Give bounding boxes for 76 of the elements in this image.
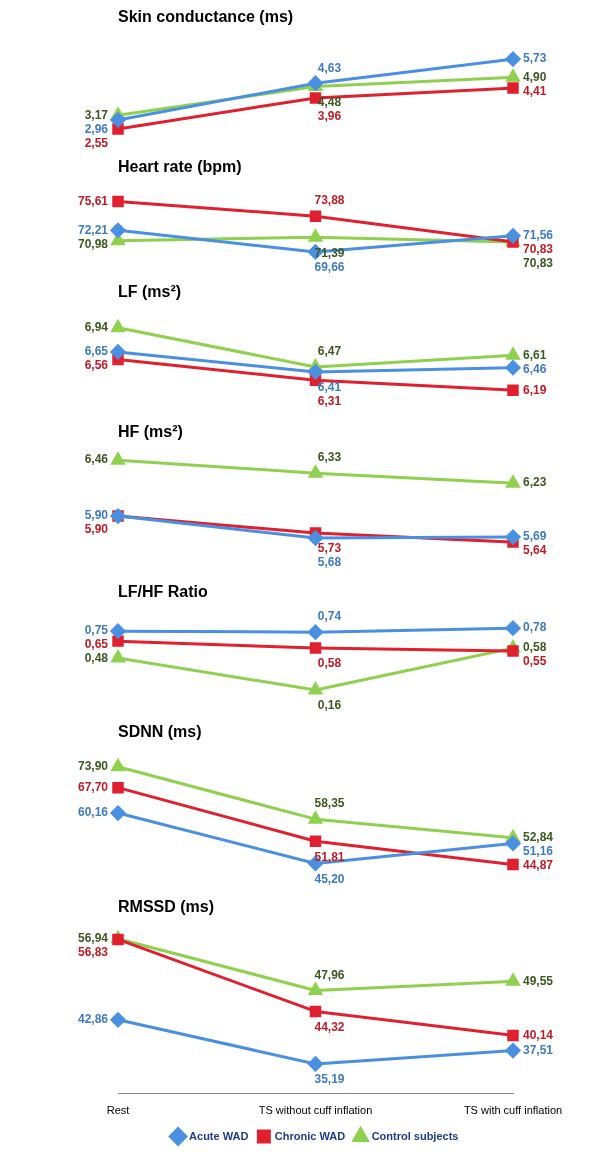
data-label: 44,32 — [314, 1019, 345, 1034]
data-label: 51,16 — [523, 844, 554, 859]
data-label: 72,21 — [77, 222, 109, 237]
data-label: 75,61 — [77, 193, 109, 208]
data-label: 5,90 — [84, 508, 109, 523]
chart-title: LF (ms²) — [118, 283, 182, 301]
data-label: 0,75 — [84, 623, 109, 638]
data-label: 44,87 — [523, 858, 554, 873]
data-label: 6,47 — [317, 344, 342, 359]
data-label: 0,48 — [84, 651, 109, 666]
data-label: 6,65 — [84, 344, 109, 359]
data-label: 3,17 — [84, 107, 109, 122]
data-label: 3,96 — [317, 108, 342, 123]
x-tick-label: TS without cuff inflation — [258, 1104, 373, 1117]
data-label: 0,74 — [317, 609, 342, 624]
data-label: 45,20 — [314, 871, 345, 886]
data-label: 35,19 — [314, 1072, 345, 1087]
data-label: 60,16 — [77, 805, 109, 820]
data-label: 6,56 — [84, 358, 109, 373]
data-label: 6,46 — [84, 452, 109, 467]
legend-label: Control subjects — [371, 1129, 459, 1142]
chart-title: Heart rate (bpm) — [118, 158, 242, 176]
data-label: 56,83 — [77, 945, 109, 960]
data-label: 52,84 — [523, 830, 554, 845]
data-label: 70,83 — [523, 242, 554, 257]
data-label: 37,51 — [523, 1042, 554, 1057]
chart-title: RMSSD (ms) — [118, 898, 215, 916]
data-label: 0,78 — [523, 620, 547, 635]
data-label: 58,35 — [314, 796, 345, 811]
data-label: 4,90 — [523, 69, 547, 84]
data-label: 5,73 — [317, 541, 342, 556]
data-label: 5,68 — [317, 555, 342, 570]
data-label: 6,23 — [523, 475, 547, 490]
data-label: 0,65 — [84, 637, 109, 652]
data-label: 5,90 — [84, 522, 109, 537]
data-label: 56,94 — [77, 931, 109, 946]
data-label: 49,55 — [523, 973, 554, 988]
data-label: 70,98 — [77, 236, 109, 251]
data-label: 73,88 — [314, 193, 345, 208]
x-tick-label: Rest — [106, 1104, 130, 1117]
data-label: 67,70 — [77, 779, 109, 794]
data-label: 0,16 — [317, 698, 342, 713]
x-tick-label: TS with cuff inflation — [463, 1104, 563, 1117]
data-label: 70,83 — [523, 256, 554, 271]
data-label: 2,96 — [84, 121, 109, 136]
data-label: 0,58 — [523, 640, 547, 655]
chart-title: HF (ms²) — [118, 423, 183, 441]
data-label: 6,94 — [84, 320, 109, 335]
data-label: 0,55 — [523, 654, 547, 669]
data-label: 69,66 — [314, 260, 345, 275]
data-label: 5,73 — [523, 51, 547, 66]
data-label: 73,90 — [77, 759, 109, 774]
data-label: 6,61 — [523, 347, 547, 362]
data-label: 5,69 — [523, 529, 547, 544]
data-label: 6,19 — [523, 382, 547, 397]
data-label: 0,58 — [317, 656, 342, 671]
data-label: 42,86 — [77, 1012, 109, 1027]
data-label: 71,39 — [314, 245, 345, 260]
data-label: 47,96 — [314, 967, 345, 982]
data-label: 6,41 — [317, 380, 342, 395]
data-label: 4,41 — [523, 83, 547, 98]
data-label: 2,55 — [84, 135, 109, 150]
legend-label: Acute WAD — [189, 1129, 249, 1142]
chart-title: Skin conductance (ms) — [118, 8, 294, 26]
data-label: 6,31 — [317, 394, 342, 409]
chart-title: LF/HF Ratio — [118, 583, 208, 601]
data-label: 6,33 — [317, 450, 342, 465]
data-label: 51,81 — [314, 849, 345, 864]
data-label: 71,56 — [523, 228, 554, 243]
data-label: 4,63 — [317, 60, 342, 75]
data-label: 40,14 — [523, 1027, 554, 1042]
data-label: 6,46 — [523, 361, 547, 376]
data-label: 5,64 — [523, 543, 547, 558]
legend-label: Chronic WAD — [274, 1129, 346, 1142]
chart-title: SDNN (ms) — [118, 723, 202, 741]
data-label: 4,48 — [317, 94, 342, 109]
